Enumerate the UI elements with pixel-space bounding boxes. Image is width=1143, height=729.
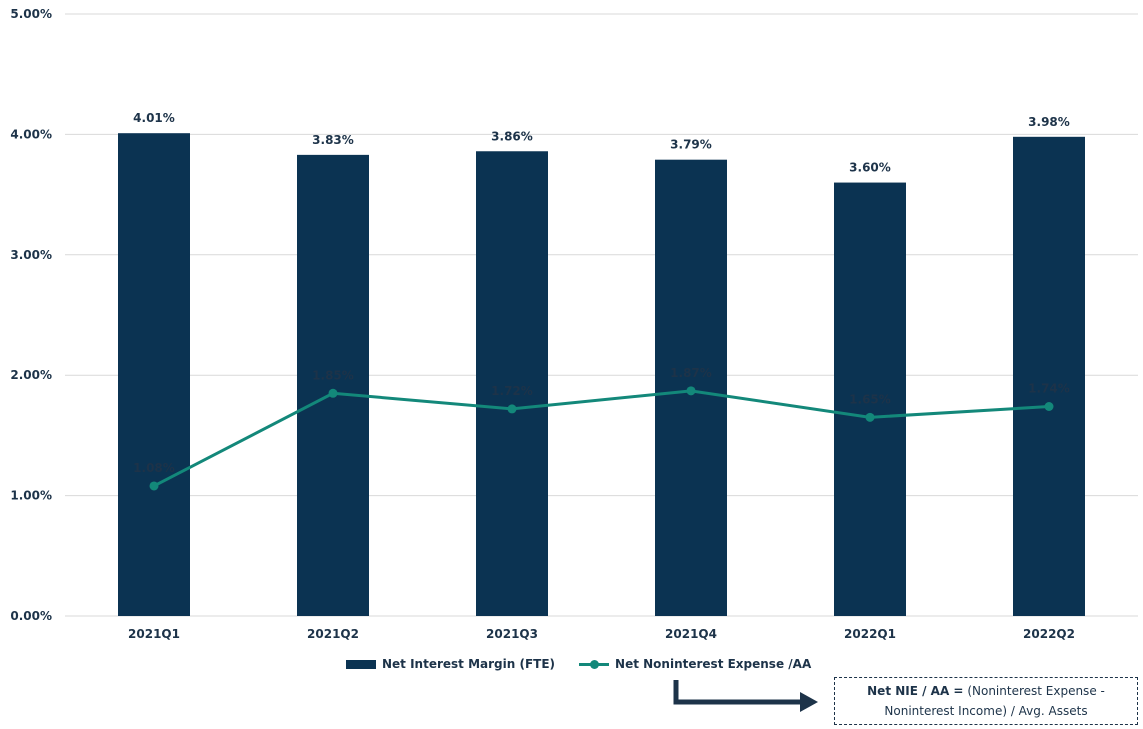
line-data-label: 1.74% xyxy=(1028,382,1070,396)
x-axis-ticks: 2021Q1 2021Q2 2021Q3 2021Q4 2022Q1 2022Q2 xyxy=(128,627,1075,641)
bar xyxy=(476,151,548,617)
note-line1: (Noninterest Expense - xyxy=(963,684,1105,698)
legend: Net Interest Margin (FTE) Net Noninteres… xyxy=(346,657,835,671)
y-tick-label: 2.00% xyxy=(10,368,52,382)
line-point xyxy=(328,388,338,398)
y-tick-label: 3.00% xyxy=(10,248,52,262)
line-data-labels: 1.08% 1.85% 1.72% 1.87% 1.65% 1.74% xyxy=(133,366,1070,475)
bar-data-label: 3.83% xyxy=(312,133,354,147)
x-tick-label: 2021Q4 xyxy=(665,627,717,641)
legend-item-nim: Net Interest Margin (FTE) xyxy=(346,657,555,671)
note-line2: Noninterest Income) / Avg. Assets xyxy=(884,704,1088,718)
bar-data-label: 3.86% xyxy=(491,129,533,143)
bar-data-label: 3.60% xyxy=(849,161,891,175)
x-tick-label: 2022Q2 xyxy=(1023,627,1075,641)
bar-data-labels: 4.01% 3.83% 3.86% 3.79% 3.60% 3.98% xyxy=(133,111,1070,174)
line-point xyxy=(686,386,696,396)
line-point xyxy=(149,481,159,491)
bar-data-label: 3.98% xyxy=(1028,115,1070,129)
arrow-icon xyxy=(673,680,818,712)
line-data-label: 1.65% xyxy=(849,392,891,406)
y-axis-ticks: 0.00% 1.00% 2.00% 3.00% 4.00% 5.00% xyxy=(10,7,52,623)
line-point xyxy=(865,412,875,422)
y-tick-label: 1.00% xyxy=(10,489,52,503)
line-point xyxy=(1044,402,1054,412)
formula-note: Net NIE / AA = (Noninterest Expense - No… xyxy=(834,677,1138,725)
x-tick-label: 2022Q1 xyxy=(844,627,896,641)
bar xyxy=(297,154,369,617)
bar xyxy=(834,182,906,616)
line-data-label: 1.72% xyxy=(491,384,533,398)
bar-data-label: 3.79% xyxy=(670,138,712,152)
gridlines xyxy=(65,13,1138,617)
legend-swatch-bar xyxy=(346,659,376,669)
y-tick-label: 4.00% xyxy=(10,127,52,141)
legend-label-nim: Net Interest Margin (FTE) xyxy=(382,657,556,671)
line-data-label: 1.87% xyxy=(670,366,712,380)
x-tick-label: 2021Q3 xyxy=(486,627,538,641)
bar xyxy=(118,133,190,617)
line-data-label: 1.85% xyxy=(312,368,354,382)
bars xyxy=(118,133,1085,617)
bar xyxy=(1013,136,1085,617)
legend-label-nie: Net Noninterest Expense /AA xyxy=(615,657,812,671)
line-path xyxy=(153,389,1050,488)
x-tick-label: 2021Q2 xyxy=(307,627,359,641)
legend-swatch-line xyxy=(579,659,610,669)
line-series xyxy=(149,386,1054,491)
note-bold: Net NIE / AA = xyxy=(867,684,964,698)
x-tick-label: 2021Q1 xyxy=(128,627,180,641)
line-point xyxy=(507,404,517,414)
bar-data-label: 4.01% xyxy=(133,111,175,125)
y-tick-label: 5.00% xyxy=(10,7,52,21)
y-tick-label: 0.00% xyxy=(10,609,52,623)
legend-item-nie: Net Noninterest Expense /AA xyxy=(579,657,811,671)
line-data-label: 1.08% xyxy=(133,461,175,475)
